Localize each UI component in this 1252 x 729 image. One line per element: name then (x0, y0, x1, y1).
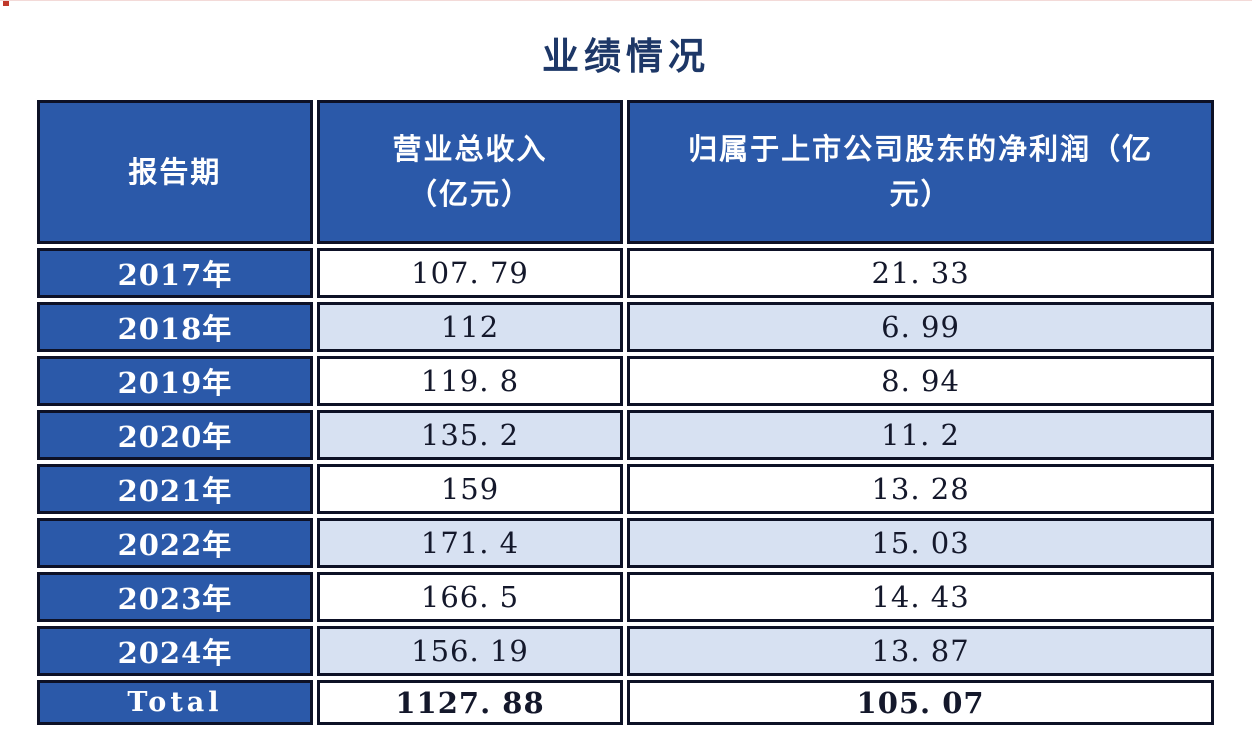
table-row: 2021年 159 13. 28 (37, 464, 1214, 514)
profit-cell: 21. 33 (627, 248, 1214, 298)
profit-cell: 13. 28 (627, 464, 1214, 514)
period-cell: 2024年 (37, 626, 313, 676)
profit-cell: 14. 43 (627, 572, 1214, 622)
profit-cell: 105. 07 (627, 680, 1214, 725)
period-cell: 2022年 (37, 518, 313, 568)
table-row: 2017年 107. 79 21. 33 (37, 248, 1214, 298)
table-row: 2022年 171. 4 15. 03 (37, 518, 1214, 568)
red-marker-icon (3, 1, 9, 6)
table-row: Total 1127. 88 105. 07 (37, 680, 1214, 725)
period-cell: 2018年 (37, 302, 313, 352)
table-row: 2024年 156. 19 13. 87 (37, 626, 1214, 676)
period-cell: 2017年 (37, 248, 313, 298)
revenue-cell: 159 (316, 464, 624, 514)
revenue-cell: 119. 8 (316, 356, 624, 406)
profit-cell: 8. 94 (627, 356, 1214, 406)
revenue-cell: 135. 2 (316, 410, 624, 460)
table-row: 2023年 166. 5 14. 43 (37, 572, 1214, 622)
table-row: 2020年 135. 2 11. 2 (37, 410, 1214, 460)
period-cell: 2019年 (37, 356, 313, 406)
table-header: 报告期 营业总收入 （亿元） 归属于上市公司股东的净利润（亿 元） (37, 100, 1214, 244)
table-row: 2019年 119. 8 8. 94 (37, 356, 1214, 406)
profit-cell: 13. 87 (627, 626, 1214, 676)
header-cell-revenue: 营业总收入 （亿元） (316, 100, 624, 244)
period-cell: Total (37, 680, 313, 725)
revenue-cell: 1127. 88 (316, 680, 624, 725)
period-cell: 2020年 (37, 410, 313, 460)
page-title: 业绩情况 (542, 34, 710, 78)
period-cell: 2021年 (37, 464, 313, 514)
header-cell-profit: 归属于上市公司股东的净利润（亿 元） (627, 100, 1214, 244)
performance-table: 报告期 营业总收入 （亿元） 归属于上市公司股东的净利润（亿 元） 2017年 … (33, 96, 1218, 729)
table-body: 2017年 107. 79 21. 33 2018年 112 6. 99 201… (37, 248, 1214, 725)
profit-cell: 6. 99 (627, 302, 1214, 352)
profit-cell: 15. 03 (627, 518, 1214, 568)
revenue-cell: 112 (316, 302, 624, 352)
header-cell-period: 报告期 (37, 100, 313, 244)
table-row: 2018年 112 6. 99 (37, 302, 1214, 352)
top-red-hairline (0, 0, 1252, 1)
revenue-cell: 171. 4 (316, 518, 624, 568)
period-cell: 2023年 (37, 572, 313, 622)
revenue-cell: 107. 79 (316, 248, 624, 298)
header-row: 报告期 营业总收入 （亿元） 归属于上市公司股东的净利润（亿 元） (37, 100, 1214, 244)
profit-cell: 11. 2 (627, 410, 1214, 460)
revenue-cell: 166. 5 (316, 572, 624, 622)
revenue-cell: 156. 19 (316, 626, 624, 676)
